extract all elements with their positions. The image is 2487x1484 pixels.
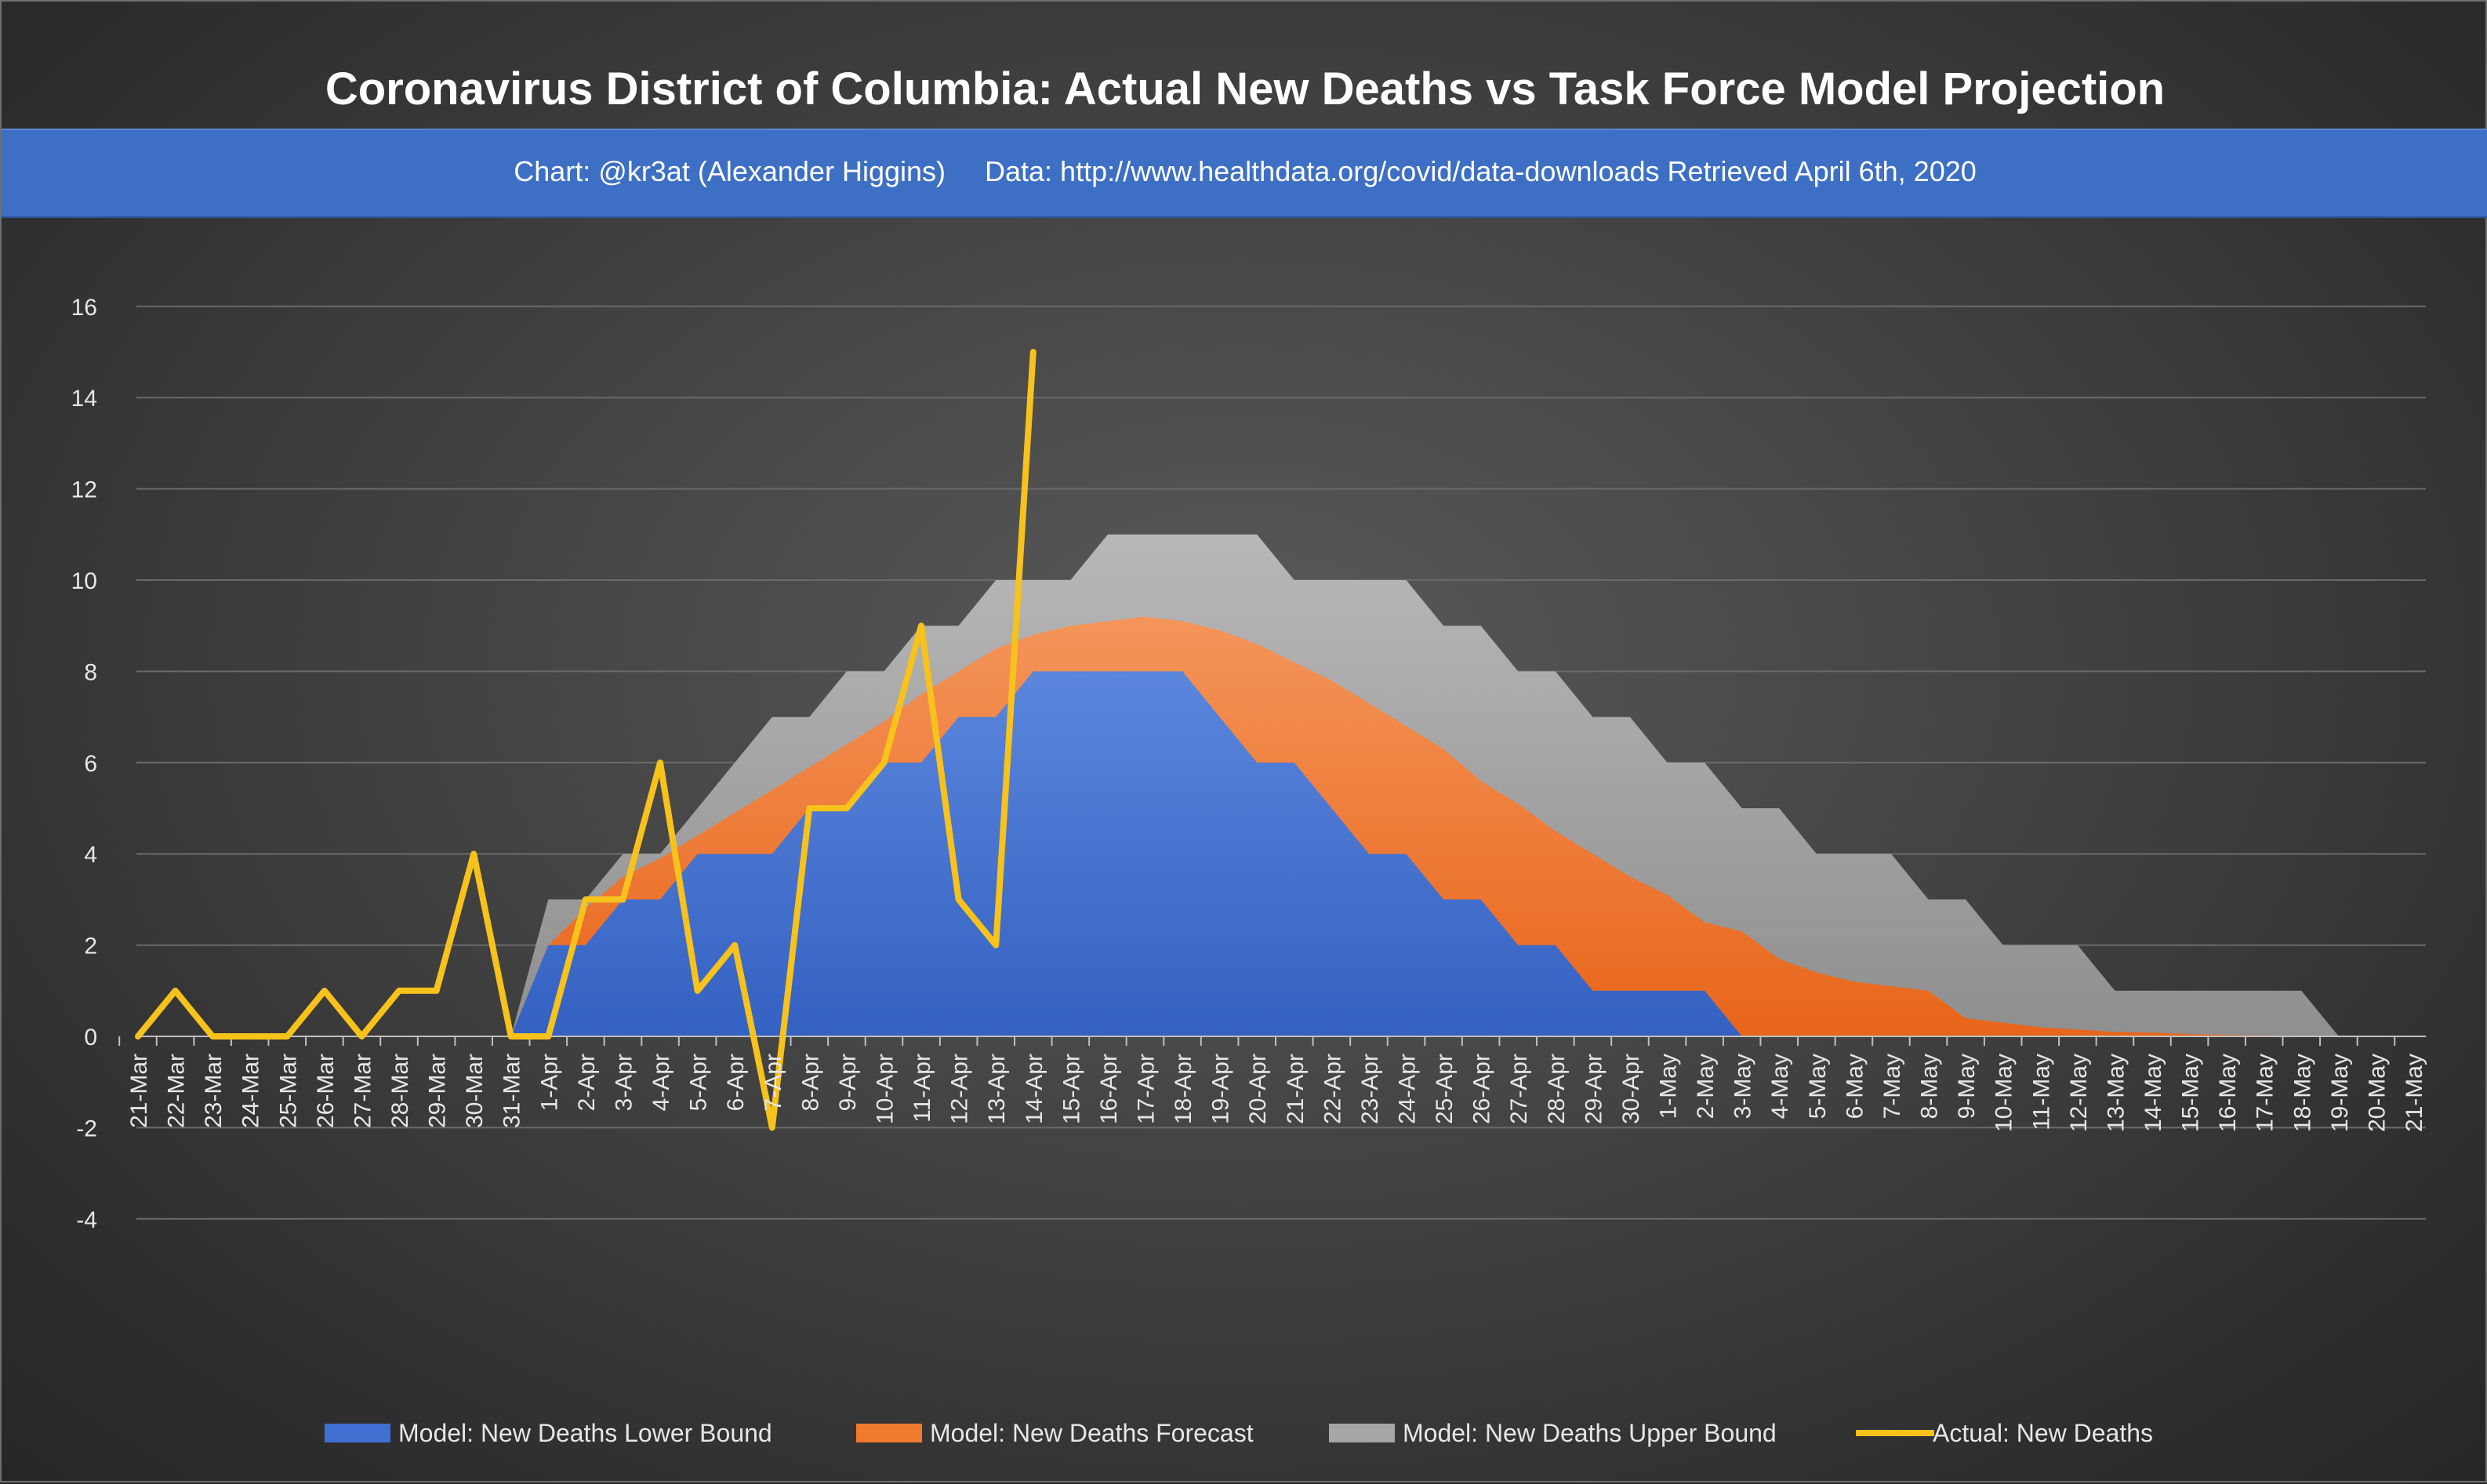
y-tick-label: 14 — [71, 386, 97, 412]
x-tick-label: 21-Apr — [1283, 1054, 1309, 1124]
x-tick-label: 21-May — [2402, 1054, 2427, 1132]
x-tick-label: 29-Apr — [1581, 1054, 1607, 1124]
x-tick-label: 6-Apr — [723, 1054, 749, 1111]
x-tick-label: 6-May — [1842, 1054, 1868, 1119]
x-tick-label: 28-Mar — [387, 1054, 413, 1128]
x-tick-label: 4-Apr — [648, 1054, 674, 1111]
area-series — [510, 534, 2414, 1036]
x-tick-label: 2-Apr — [574, 1054, 600, 1111]
legend-swatch — [1329, 1424, 1395, 1442]
x-tick-label: 12-May — [2066, 1054, 2092, 1132]
x-tick-label: 16-May — [2215, 1054, 2241, 1132]
x-tick-label: 31-Mar — [499, 1054, 525, 1128]
chart-title: Coronavirus District of Columbia: Actual… — [325, 63, 2166, 114]
line-actual-new-deaths — [135, 349, 1037, 1131]
area-model-new-deaths-lower-bound — [510, 671, 2414, 1036]
x-tick-label: 13-Apr — [984, 1054, 1010, 1124]
chart-subtitle: Chart: @kr3at (Alexander Higgins) Data: … — [514, 155, 1977, 187]
x-tick-label: 8-May — [1917, 1054, 1943, 1119]
x-tick-label: 29-Mar — [425, 1054, 451, 1128]
legend-item: Model: New Deaths Upper Bound — [1329, 1419, 1777, 1447]
x-tick-label: 21-Mar — [126, 1054, 152, 1128]
x-tick-label: 27-Apr — [1506, 1054, 1532, 1124]
x-tick-label: 1-May — [1656, 1054, 1682, 1119]
x-tick-label: 3-May — [1730, 1054, 1756, 1119]
x-tick-label: 14-Apr — [1022, 1054, 1047, 1124]
x-tick-label: 5-May — [1805, 1054, 1831, 1119]
x-tick-label: 13-May — [2103, 1054, 2129, 1132]
x-tick-label: 20-May — [2364, 1054, 2390, 1132]
x-tick-label: 25-Apr — [1432, 1054, 1458, 1124]
x-tick-label: 28-Apr — [1544, 1054, 1570, 1124]
x-tick-label: 8-Apr — [797, 1054, 823, 1111]
y-tick-label: 6 — [84, 751, 97, 777]
x-tick-label: 14-May — [2140, 1054, 2166, 1132]
x-tick-label: 26-Apr — [1469, 1054, 1495, 1124]
x-tick-label: 15-Apr — [1058, 1054, 1084, 1124]
legend-label: Model: New Deaths Lower Bound — [398, 1419, 772, 1447]
x-tick-label: 4-May — [1767, 1054, 1793, 1119]
x-tick-label: 23-Apr — [1357, 1054, 1383, 1124]
legend-label: Actual: New Deaths — [1933, 1419, 2153, 1447]
line-series — [135, 349, 1037, 1131]
x-tick-label: 19-May — [2327, 1054, 2353, 1132]
y-tick-label: 4 — [84, 842, 97, 868]
y-tick-label: -2 — [76, 1116, 97, 1141]
x-tick-label: 5-Apr — [686, 1054, 712, 1111]
x-tick-label: 10-May — [1991, 1054, 2017, 1132]
x-tick-label: 11-May — [2028, 1054, 2054, 1130]
y-tick-label: 10 — [71, 568, 97, 594]
legend-item: Actual: New Deaths — [1856, 1419, 2153, 1447]
x-tick-label: 7-Apr — [761, 1054, 786, 1111]
x-tick-label: 17-Apr — [1133, 1054, 1159, 1124]
x-tick-label: 18-Apr — [1171, 1054, 1196, 1124]
legend-label: Model: New Deaths Forecast — [930, 1419, 1254, 1447]
legend: Model: New Deaths Lower Bound Model: New … — [325, 1419, 2153, 1447]
y-tick-label: 0 — [84, 1025, 97, 1050]
x-tick-label: 30-Apr — [1618, 1054, 1644, 1124]
x-axis-ticks: 21-Mar 22-Mar 23-Mar 24-Mar 25-Mar 26-Mar 27-M… — [126, 1054, 2427, 1132]
x-tick-label: 23-Mar — [201, 1054, 227, 1128]
subtitle-banner: Chart: @kr3at (Alexander Higgins) Data: … — [2, 129, 2487, 218]
legend-label: Model: New Deaths Upper Bound — [1403, 1419, 1777, 1447]
y-tick-label: 12 — [71, 477, 97, 503]
y-tick-label: 16 — [71, 295, 97, 321]
x-tick-label: 7-May — [1879, 1054, 1905, 1119]
y-tick-label: 2 — [84, 934, 97, 960]
x-tick-label: 16-Apr — [1096, 1054, 1122, 1124]
x-tick-label: 20-Apr — [1245, 1054, 1271, 1124]
legend-item: Model: New Deaths Forecast — [856, 1419, 1254, 1447]
x-tick-label: 22-Apr — [1320, 1054, 1345, 1124]
x-tick-label: 24-Apr — [1395, 1054, 1421, 1124]
x-tick-label: 24-Mar — [238, 1054, 264, 1128]
x-tick-label: 1-Apr — [536, 1054, 562, 1111]
x-axis — [118, 1036, 2426, 1046]
x-tick-label: 19-Apr — [1208, 1054, 1234, 1124]
x-tick-label: 10-Apr — [872, 1054, 898, 1124]
y-tick-label: 8 — [84, 659, 97, 685]
x-tick-label: 11-Apr — [909, 1054, 935, 1123]
y-tick-label: -4 — [76, 1207, 97, 1233]
x-tick-label: 27-Mar — [350, 1054, 376, 1128]
x-tick-label: 2-May — [1693, 1054, 1719, 1119]
x-tick-label: 12-Apr — [947, 1054, 973, 1124]
x-tick-label: 15-May — [2178, 1054, 2204, 1132]
legend-swatch — [325, 1424, 390, 1442]
legend-swatch — [856, 1424, 922, 1442]
x-tick-label: 26-Mar — [313, 1054, 339, 1128]
x-tick-label: 22-Mar — [164, 1054, 190, 1128]
x-tick-label: 9-May — [1954, 1054, 1980, 1119]
x-tick-label: 17-May — [2253, 1054, 2278, 1132]
x-tick-label: 25-Mar — [275, 1054, 301, 1128]
x-tick-label: 30-Mar — [462, 1054, 488, 1128]
legend-item: Model: New Deaths Lower Bound — [325, 1419, 772, 1447]
x-tick-label: 18-May — [2289, 1054, 2315, 1132]
x-tick-label: 3-Apr — [611, 1054, 637, 1111]
y-axis-ticks: -4 -2 0 2 4 6 8 10 12 14 16 — [71, 295, 97, 1233]
x-tick-label: 9-Apr — [835, 1054, 861, 1111]
